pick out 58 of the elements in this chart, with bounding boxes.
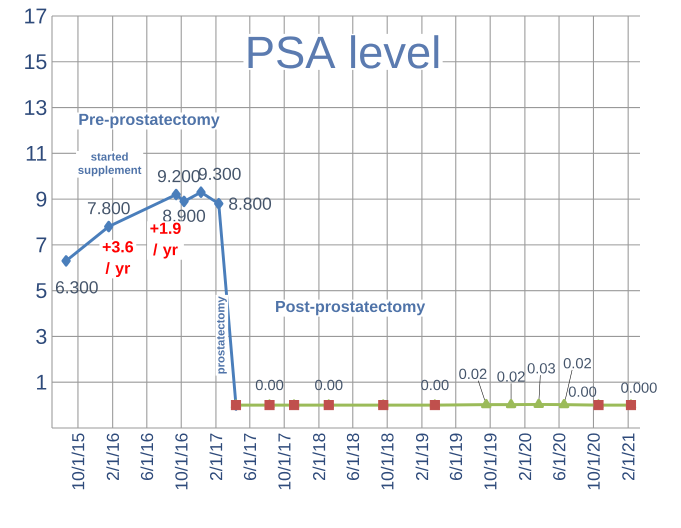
y-tick-label: 7 xyxy=(36,238,46,252)
data-label: 7.800 xyxy=(88,202,130,214)
y-tick-label: 9 xyxy=(36,192,46,207)
x-tick-label: 10/1/19 xyxy=(484,434,497,490)
data-label: 0.000 xyxy=(621,382,657,393)
data-label: 0.02 xyxy=(459,368,486,380)
x-tick-label: 10/1/18 xyxy=(380,433,394,490)
data-label: 9.200 xyxy=(158,170,200,182)
y-tick-label: 3 xyxy=(36,328,46,344)
x-tick-label: 10/1/20 xyxy=(587,433,600,490)
data-label: 0.02 xyxy=(497,371,525,382)
x-tick-label: 6/1/19 xyxy=(449,434,462,480)
data-label: 8.800 xyxy=(229,198,272,210)
data-label: 0.00 xyxy=(315,380,342,390)
y-tick-label: 15 xyxy=(25,54,46,70)
point xyxy=(171,188,181,200)
point xyxy=(558,398,570,408)
x-tick-label: 2/1/18 xyxy=(312,433,326,480)
y-tick-label: 13 xyxy=(25,100,46,116)
annotation: started supplement xyxy=(78,152,142,176)
x-tick-label: 2/1/21 xyxy=(622,434,635,480)
data-label: 6.300 xyxy=(56,281,98,294)
y-tick-label: 11 xyxy=(26,146,46,161)
data-label: 0.03 xyxy=(528,363,556,374)
x-tick-label: 2/1/16 xyxy=(106,433,120,480)
x-tick-label: 2/1/17 xyxy=(210,434,222,480)
point xyxy=(196,186,206,198)
x-tick-label: 2/1/20 xyxy=(518,433,532,480)
x-tick-label: 2/1/19 xyxy=(416,434,428,480)
annotation: Pre-prostatectomy xyxy=(79,114,220,128)
x-tick-label: 6/1/18 xyxy=(346,433,360,480)
y-tick-label: 5 xyxy=(36,283,46,298)
point xyxy=(534,398,544,408)
data-label: 9.300 xyxy=(198,168,241,180)
annotation: +1.9 / yr xyxy=(150,222,181,258)
data-label: 0.00 xyxy=(568,386,596,397)
x-tick-label: 10/1/17 xyxy=(278,434,291,490)
y-tick-label: 1 xyxy=(37,374,46,390)
annotation: prostatectomy xyxy=(217,296,227,374)
annotation: +3.6 / yr xyxy=(102,241,134,277)
point xyxy=(214,198,224,210)
data-label: 0.02 xyxy=(564,358,591,368)
data-label: 0.00 xyxy=(421,380,449,390)
chart-title: PSA level xyxy=(248,35,438,68)
point xyxy=(179,196,189,208)
data-label: 0.00 xyxy=(256,380,284,390)
point xyxy=(104,220,114,232)
x-tick-label: 6/1/20 xyxy=(552,433,566,480)
data-label: 8.900 xyxy=(163,210,206,222)
y-tick-label: 17 xyxy=(25,8,46,24)
annotation: Post-prostatectomy xyxy=(276,300,426,316)
point xyxy=(481,398,492,408)
point xyxy=(61,255,71,267)
x-tick-label: 6/1/17 xyxy=(243,434,256,480)
x-tick-label: 10/1/16 xyxy=(174,433,188,490)
point xyxy=(506,398,516,408)
x-tick-label: 6/1/16 xyxy=(140,433,154,480)
x-tick-label: 10/1/15 xyxy=(72,433,84,490)
